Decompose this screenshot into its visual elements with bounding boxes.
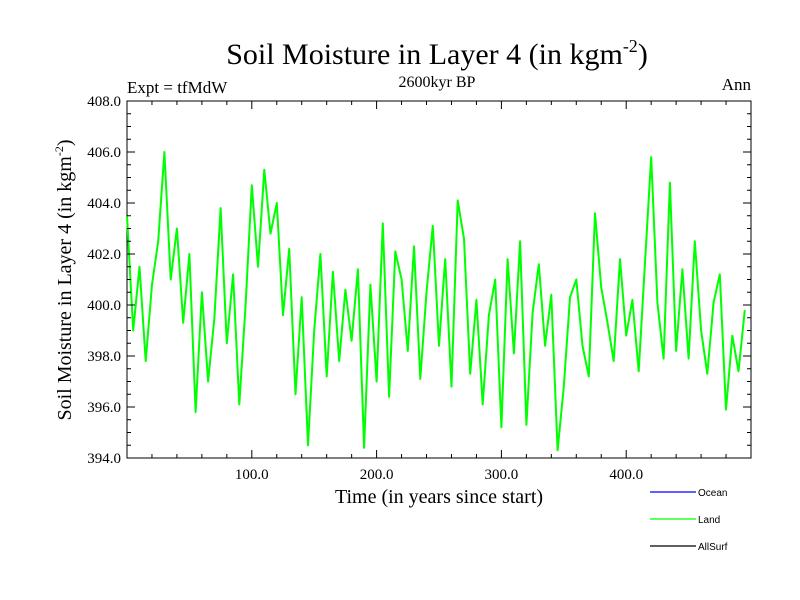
chart-title-sup: -2 (623, 36, 638, 56)
y-tick-label: 404.0 (87, 196, 121, 212)
y-tick-label: 400.0 (87, 298, 121, 314)
x-tick-label: 300.0 (485, 467, 519, 483)
legend: Ocean Land AllSurf (650, 488, 728, 553)
chart-title-main: Soil Moisture in Layer 4 (in kgm (226, 38, 623, 71)
experiment-label: Expt = tfMdW (127, 78, 228, 97)
y-tick-label: 394.0 (87, 451, 121, 467)
chart-title-close: ) (638, 38, 648, 71)
x-tick-label: 100.0 (235, 467, 269, 483)
legend-label-allsurf: AllSurf (698, 542, 728, 553)
y-tick-label: 402.0 (87, 247, 121, 263)
legend-label-land: Land (698, 515, 720, 526)
y-axis-label: Soil Moisture in Layer 4 (in kgm-2) (52, 139, 76, 420)
x-axis-label: Time (in years since start) (335, 486, 543, 508)
y-tick-label: 398.0 (87, 349, 121, 365)
y-axis: 394.0 396.0 398.0 400.0 402.0 404.0 406.0 408.0 (87, 94, 751, 467)
series-layer (126, 151, 746, 452)
plot-area (126, 100, 752, 459)
y-tick-label: 408.0 (87, 94, 121, 110)
y-axis-label-sup: -2 (52, 146, 66, 156)
chart-title: Soil Moisture in Layer 4 (in kgm-2) (226, 36, 648, 71)
x-tick-label: 400.0 (609, 467, 643, 483)
legend-label-ocean: Ocean (698, 488, 727, 499)
x-tick-label: 200.0 (360, 467, 394, 483)
season-label: Ann (722, 75, 752, 94)
y-axis-label-main: Soil Moisture in Layer 4 (in kgm (54, 156, 76, 421)
chart-subtitle: 2600kyr BP (399, 74, 476, 91)
x-axis: 100.0 200.0 300.0 400.0 (151, 101, 727, 483)
y-axis-label-close: ) (54, 139, 76, 146)
y-tick-label: 396.0 (87, 400, 121, 416)
y-tick-label: 406.0 (87, 145, 121, 161)
series-line-land (126, 151, 746, 452)
